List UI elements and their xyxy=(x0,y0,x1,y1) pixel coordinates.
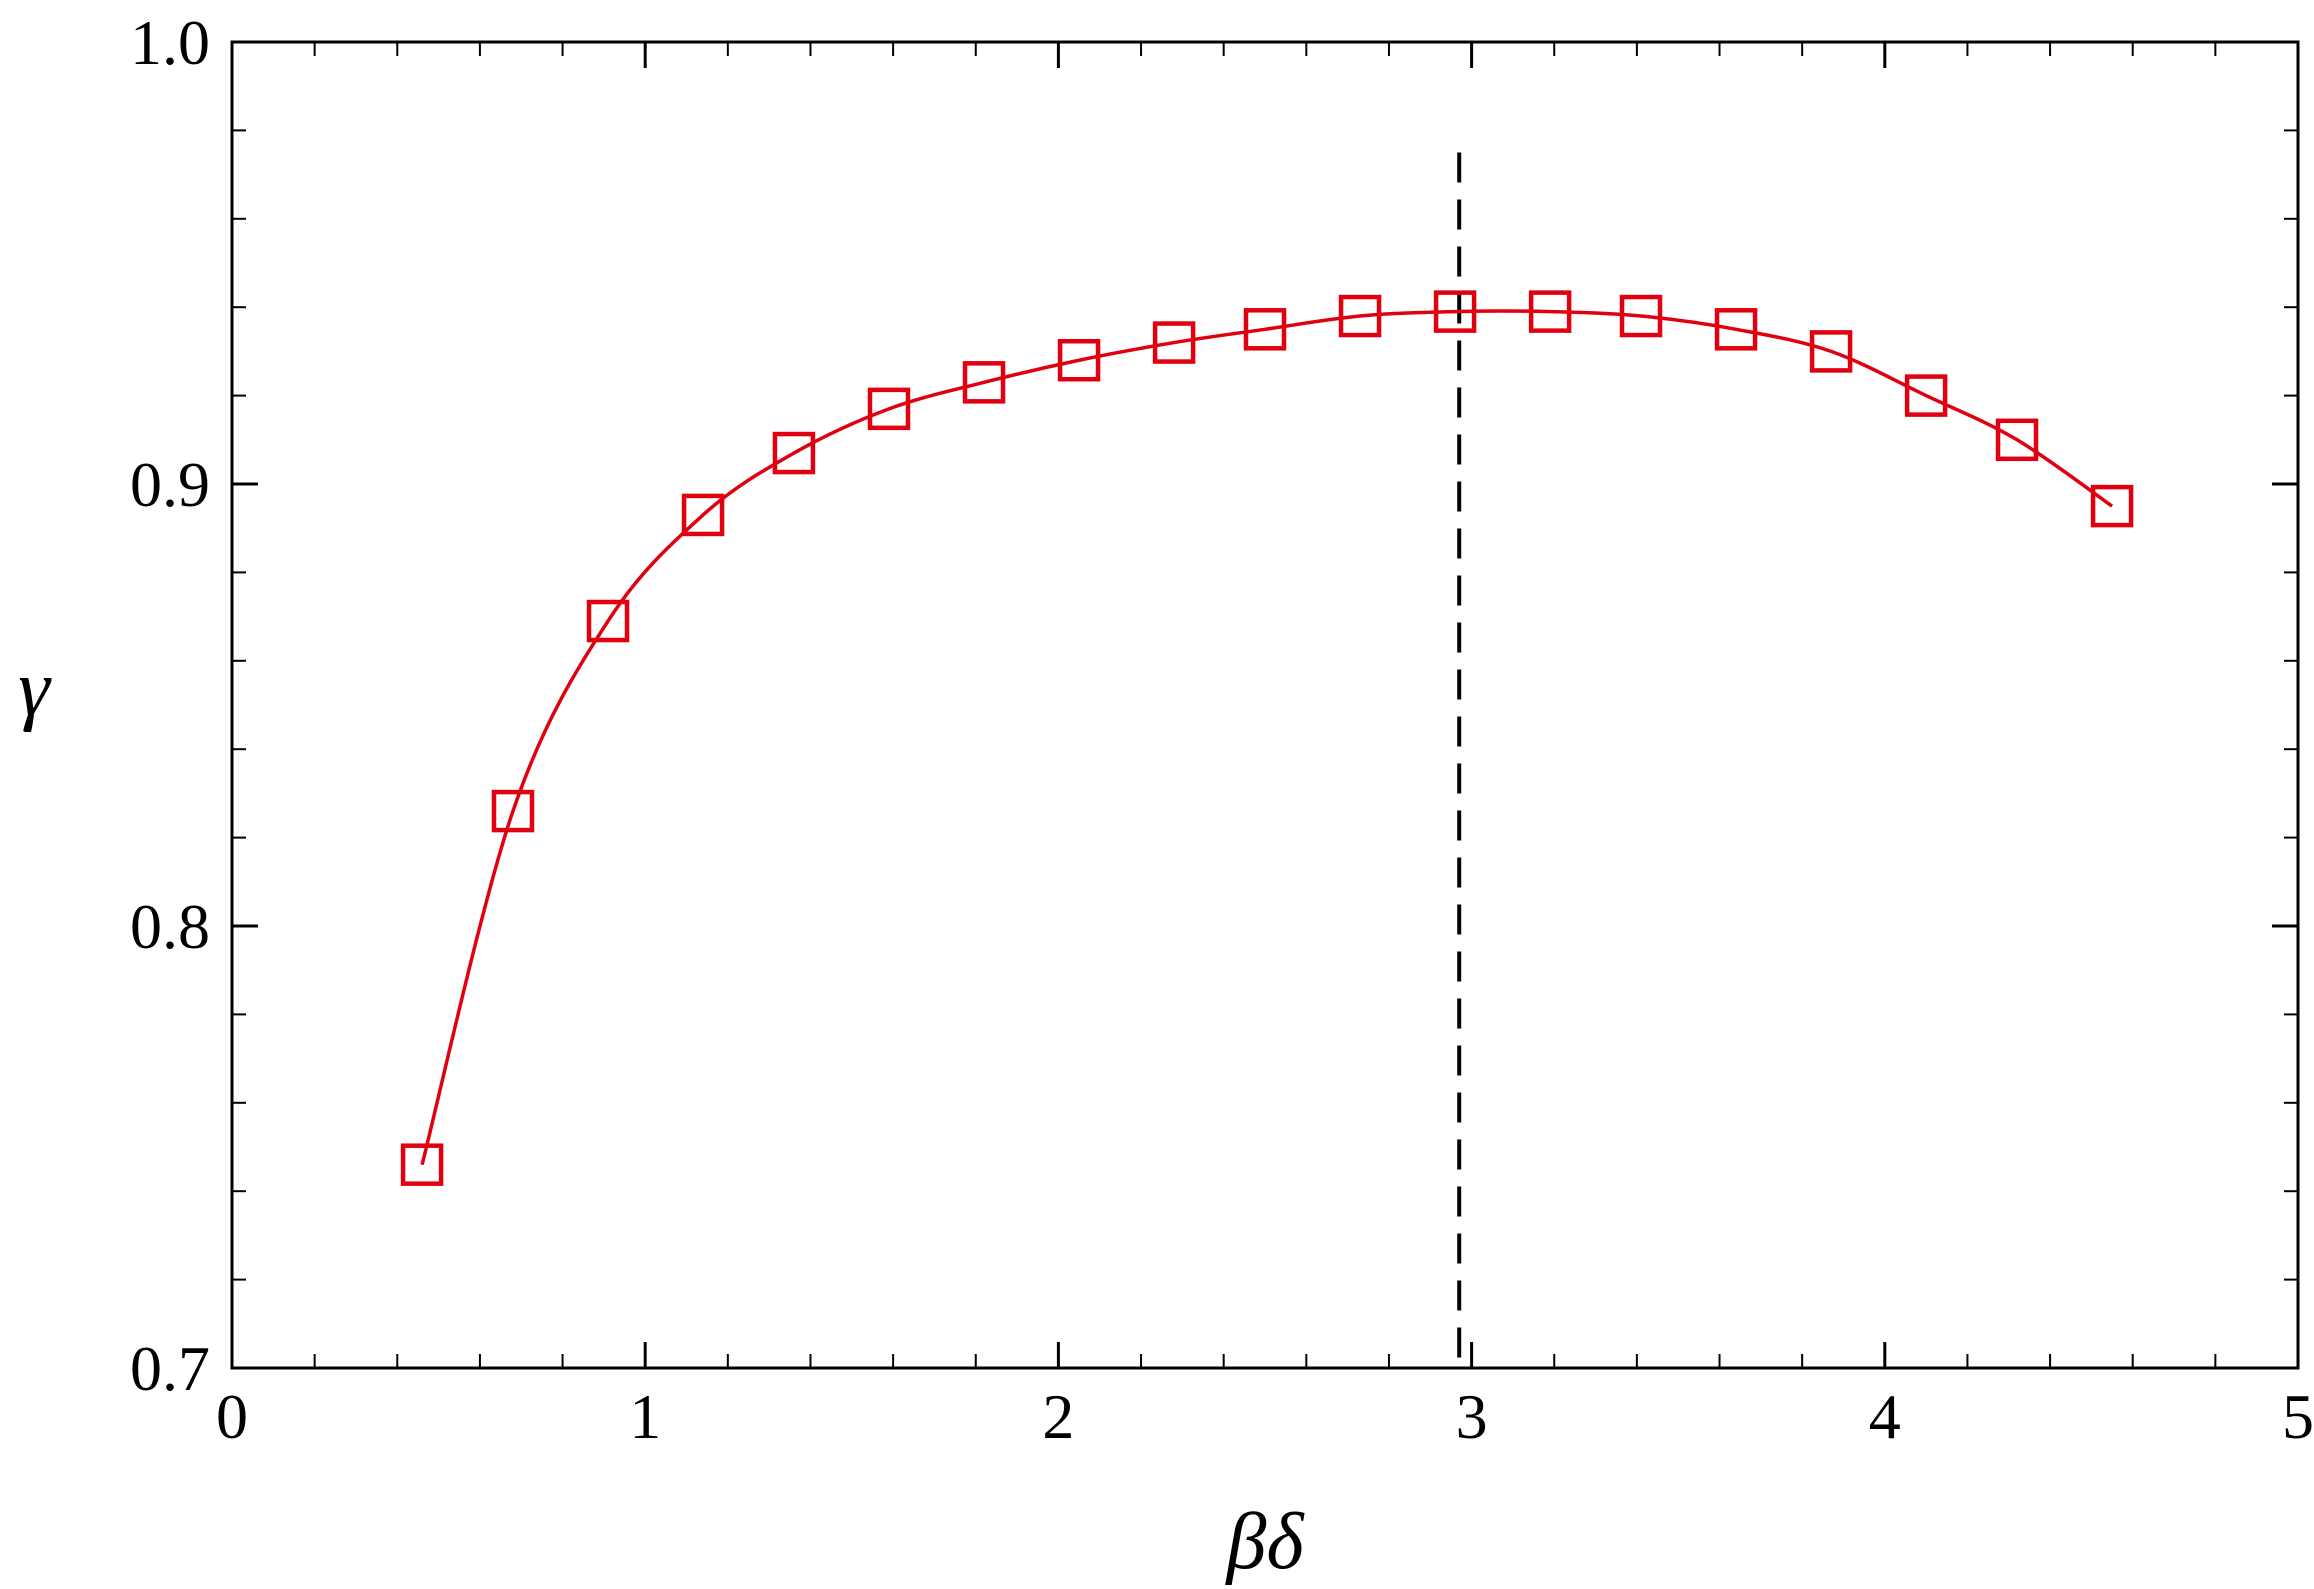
y-axis-label: γ xyxy=(18,645,52,733)
x-axis-label: βδ xyxy=(1224,1498,1305,1586)
plot-frame xyxy=(230,40,2300,1370)
data-point-square xyxy=(1243,308,1287,351)
y-tick-label: 0.8 xyxy=(130,891,210,962)
data-point-square xyxy=(1904,374,1948,417)
data-point-square xyxy=(1152,321,1196,364)
x-tick-labels: 0 1 2 3 4 5 xyxy=(216,1381,2314,1452)
data-point-square xyxy=(1057,338,1101,382)
data-point-square xyxy=(1338,294,1382,338)
data-point-square xyxy=(681,493,725,537)
minor-ticks xyxy=(232,42,2298,1368)
y-tick-label: 0.7 xyxy=(130,1333,210,1404)
y-tick-label: 1.0 xyxy=(130,7,210,78)
data-point-square xyxy=(1528,290,1572,333)
data-point-square xyxy=(491,789,535,833)
data-point-square xyxy=(1619,294,1663,338)
data-point-square xyxy=(2090,484,2134,528)
data-point-square xyxy=(962,361,1006,404)
x-tick-label: 0 xyxy=(216,1381,248,1452)
data-point-square xyxy=(1714,308,1758,351)
data-point-square xyxy=(867,387,911,431)
data-point-square xyxy=(1995,418,2039,462)
x-tick-label: 3 xyxy=(1456,1381,1488,1452)
data-point-square xyxy=(1433,290,1477,333)
y-tick-label: 0.9 xyxy=(130,449,210,520)
data-point-square xyxy=(772,431,816,475)
y-tick-labels: 0.7 0.8 0.9 1.0 xyxy=(130,7,210,1404)
data-point-square xyxy=(586,599,630,643)
series-layer xyxy=(400,290,2134,1186)
x-tick-label: 1 xyxy=(629,1381,661,1452)
x-tick-label: 2 xyxy=(1042,1381,1074,1452)
series-line xyxy=(420,309,2114,1166)
x-tick-label: 5 xyxy=(2282,1381,2314,1452)
major-ticks xyxy=(230,40,2300,1370)
x-tick-label: 4 xyxy=(1869,1381,1901,1452)
data-point-square xyxy=(400,1143,444,1186)
data-point-square xyxy=(1809,330,1853,373)
